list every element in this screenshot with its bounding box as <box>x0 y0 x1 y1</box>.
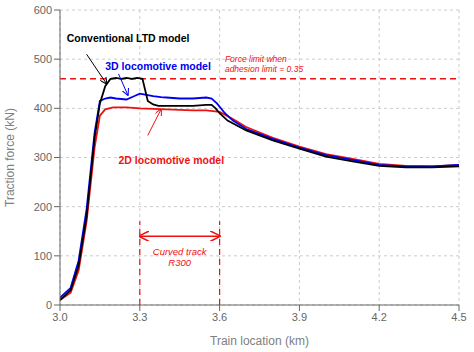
svg-text:Force limit whenadhesion limit: Force limit whenadhesion limit = 0.35 <box>225 54 303 74</box>
svg-text:Curved trackR300: Curved trackR300 <box>153 246 208 268</box>
svg-text:300: 300 <box>34 151 52 163</box>
svg-text:600: 600 <box>34 4 52 16</box>
svg-text:4.2: 4.2 <box>372 311 387 323</box>
svg-text:3.9: 3.9 <box>292 311 307 323</box>
svg-text:3D locomotive model: 3D locomotive model <box>105 60 211 72</box>
svg-text:3.3: 3.3 <box>132 311 147 323</box>
svg-text:Conventional LTD model: Conventional LTD model <box>67 32 190 44</box>
svg-text:0: 0 <box>46 299 52 311</box>
svg-text:2D locomotive model: 2D locomotive model <box>119 154 225 166</box>
svg-text:Train location (km): Train location (km) <box>210 334 309 348</box>
svg-text:500: 500 <box>34 53 52 65</box>
svg-text:Traction force (kN): Traction force (kN) <box>8 108 17 207</box>
svg-text:4.5: 4.5 <box>451 311 466 323</box>
svg-text:100: 100 <box>34 250 52 262</box>
svg-text:3.0: 3.0 <box>52 311 67 323</box>
svg-text:400: 400 <box>34 102 52 114</box>
svg-text:3.6: 3.6 <box>212 311 227 323</box>
svg-text:200: 200 <box>34 201 52 213</box>
